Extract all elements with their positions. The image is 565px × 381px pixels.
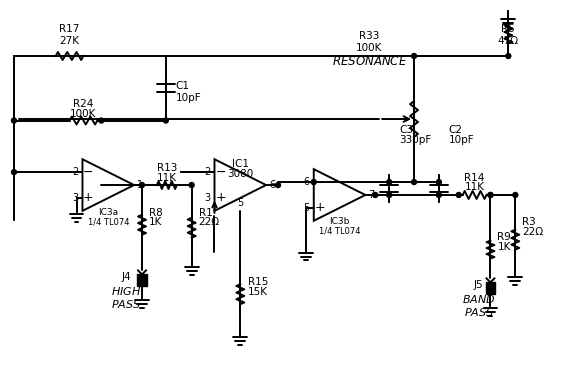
Text: IC1: IC1 xyxy=(232,159,249,169)
Text: R8: R8 xyxy=(149,208,163,218)
Circle shape xyxy=(386,192,392,197)
Circle shape xyxy=(99,118,104,123)
Circle shape xyxy=(411,53,416,58)
Text: R17: R17 xyxy=(59,24,80,34)
Text: R14: R14 xyxy=(464,173,485,183)
Circle shape xyxy=(386,179,392,184)
Text: 2: 2 xyxy=(205,167,211,177)
Text: 10pF: 10pF xyxy=(176,93,201,103)
Text: J5: J5 xyxy=(473,280,484,290)
Text: 100K: 100K xyxy=(70,109,97,118)
Circle shape xyxy=(513,192,518,197)
Text: 1/4 TL074: 1/4 TL074 xyxy=(319,226,360,235)
Text: R33: R33 xyxy=(359,31,380,41)
Text: R3: R3 xyxy=(522,217,536,227)
Text: −: − xyxy=(315,176,325,189)
Text: 27K: 27K xyxy=(59,36,80,46)
Text: 3080: 3080 xyxy=(227,169,254,179)
Text: $\mathit{RESONANCE}$: $\mathit{RESONANCE}$ xyxy=(332,56,407,69)
Text: R15: R15 xyxy=(248,277,268,287)
Text: IC3a: IC3a xyxy=(98,208,118,217)
Circle shape xyxy=(163,118,168,123)
Text: 47Ω: 47Ω xyxy=(498,36,519,46)
Circle shape xyxy=(488,192,493,197)
Text: $\mathit{PASS}$: $\mathit{PASS}$ xyxy=(463,306,494,318)
Circle shape xyxy=(456,192,461,197)
Text: 22Ω: 22Ω xyxy=(199,217,220,227)
Text: R9: R9 xyxy=(497,232,511,242)
Text: 5: 5 xyxy=(237,198,244,208)
Text: 100K: 100K xyxy=(356,43,383,53)
Text: R24: R24 xyxy=(73,99,94,109)
Text: 1K: 1K xyxy=(149,217,162,227)
Circle shape xyxy=(436,179,441,184)
Circle shape xyxy=(276,182,280,187)
Text: C2: C2 xyxy=(449,125,463,135)
Bar xyxy=(485,282,496,294)
Circle shape xyxy=(11,118,16,123)
Text: −: − xyxy=(83,166,94,179)
Text: 3: 3 xyxy=(72,193,79,203)
Circle shape xyxy=(488,192,493,197)
Text: R1: R1 xyxy=(199,208,212,218)
Text: 5: 5 xyxy=(303,203,310,213)
Text: 11K: 11K xyxy=(157,173,177,183)
Text: IC3b: IC3b xyxy=(329,217,350,226)
Text: −: − xyxy=(215,166,225,179)
Text: 15K: 15K xyxy=(248,287,268,297)
Text: 1: 1 xyxy=(137,180,143,190)
Circle shape xyxy=(11,170,16,174)
Circle shape xyxy=(311,179,316,184)
Text: C3: C3 xyxy=(399,125,413,135)
Text: 3: 3 xyxy=(205,193,211,203)
Text: 6: 6 xyxy=(269,180,275,190)
Text: 6: 6 xyxy=(303,177,310,187)
Text: 330pF: 330pF xyxy=(399,135,432,146)
Circle shape xyxy=(436,192,441,197)
Text: R13: R13 xyxy=(157,163,177,173)
Text: R5: R5 xyxy=(502,24,515,34)
Circle shape xyxy=(411,179,416,184)
Text: +: + xyxy=(314,202,325,215)
Text: 10pF: 10pF xyxy=(449,135,475,146)
Circle shape xyxy=(373,192,378,197)
Text: +: + xyxy=(83,191,94,205)
Text: J4: J4 xyxy=(121,272,131,282)
Circle shape xyxy=(189,182,194,187)
Bar xyxy=(137,274,147,286)
Circle shape xyxy=(140,182,145,187)
Text: C1: C1 xyxy=(176,81,190,91)
Text: 2: 2 xyxy=(72,167,79,177)
Text: 1K: 1K xyxy=(497,242,511,251)
Text: $\mathit{BAND}$: $\mathit{BAND}$ xyxy=(462,293,496,305)
Text: 1/4 TL074: 1/4 TL074 xyxy=(88,217,129,226)
Text: 7: 7 xyxy=(368,190,375,200)
Text: +: + xyxy=(215,191,226,205)
Text: $\mathit{PASS}$: $\mathit{PASS}$ xyxy=(111,298,141,310)
Text: 22Ω: 22Ω xyxy=(522,227,544,237)
Text: $\mathit{HIGH}$: $\mathit{HIGH}$ xyxy=(111,285,141,297)
Text: 11K: 11K xyxy=(464,182,485,192)
Circle shape xyxy=(506,53,511,58)
